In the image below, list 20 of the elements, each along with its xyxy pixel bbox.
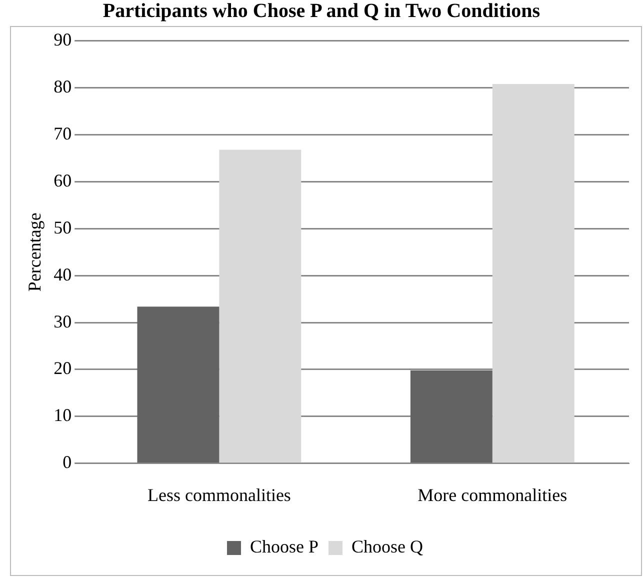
x-tick-label: More commonalities <box>418 484 568 505</box>
y-axis-title: Percentage <box>24 212 45 292</box>
y-tick-label: 50 <box>54 217 72 238</box>
y-tick-label: 30 <box>54 311 72 332</box>
legend-label: Choose Q <box>352 536 424 557</box>
y-tick-label: 40 <box>54 264 72 284</box>
bar <box>219 150 302 463</box>
chart-title: Participants who Chose P and Q in Two Conditions <box>102 0 542 24</box>
y-tick-label: 90 <box>54 30 72 50</box>
y-tick-label: 70 <box>54 123 72 144</box>
bar <box>492 84 574 463</box>
y-tick-label: 60 <box>54 170 72 190</box>
x-tick-label: Less commonalities <box>147 484 291 505</box>
legend-label: Choose P <box>250 536 319 557</box>
y-tick-label: 80 <box>54 76 72 96</box>
y-tick-label: 0 <box>62 452 72 472</box>
y-tick-label: 20 <box>54 358 72 378</box>
y-tick-label: 10 <box>54 405 72 426</box>
bar <box>410 370 492 463</box>
bar <box>137 306 220 463</box>
